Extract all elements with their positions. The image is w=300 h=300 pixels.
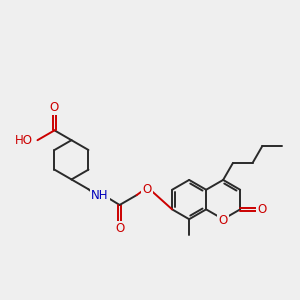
Text: O: O [218, 214, 228, 227]
Text: NH: NH [91, 189, 108, 202]
Text: O: O [142, 183, 152, 196]
Text: HO: HO [15, 134, 33, 147]
Text: O: O [50, 101, 59, 114]
Text: O: O [257, 203, 266, 216]
Text: O: O [115, 222, 124, 235]
